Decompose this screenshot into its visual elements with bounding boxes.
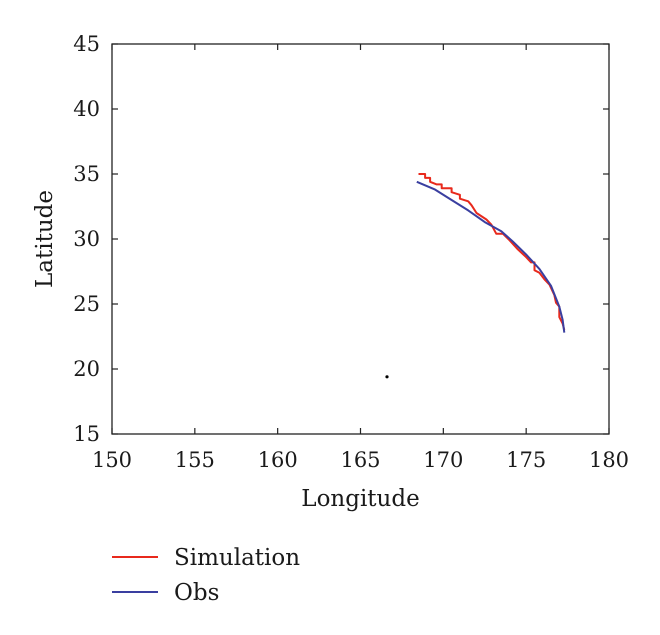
legend: Simulation Obs: [112, 545, 300, 606]
x-tick-label: 150: [92, 448, 132, 472]
y-axis-title: Latitude: [32, 190, 58, 288]
x-axis-ticks: 150 155 160 165 170 175 180: [92, 44, 629, 472]
y-tick-label: 45: [73, 32, 100, 56]
y-axis-ticks: 15 20 25 30 35 40 45: [73, 32, 609, 446]
legend-label-simulation: Simulation: [174, 545, 300, 571]
annotation-layer: [385, 375, 389, 379]
y-tick-label: 35: [73, 162, 100, 186]
annotation-dot: [385, 375, 389, 379]
y-tick-label: 40: [73, 97, 100, 121]
x-tick-label: 160: [258, 448, 298, 472]
y-tick-label: 15: [73, 422, 100, 446]
series-line-obs: [416, 180, 566, 333]
x-tick-label: 165: [340, 448, 380, 472]
y-tick-label: 25: [73, 292, 100, 316]
x-tick-label: 170: [423, 448, 463, 472]
legend-label-obs: Obs: [174, 580, 219, 606]
y-tick-label: 20: [73, 357, 100, 381]
x-axis-title: Longitude: [301, 486, 419, 512]
x-tick-label: 175: [506, 448, 546, 472]
series-layer: [416, 173, 566, 333]
x-tick-label: 180: [589, 448, 629, 472]
series-line-simulation: [418, 173, 566, 331]
x-tick-label: 155: [175, 448, 215, 472]
plot-frame: [111, 43, 610, 435]
y-tick-label: 30: [73, 227, 100, 251]
